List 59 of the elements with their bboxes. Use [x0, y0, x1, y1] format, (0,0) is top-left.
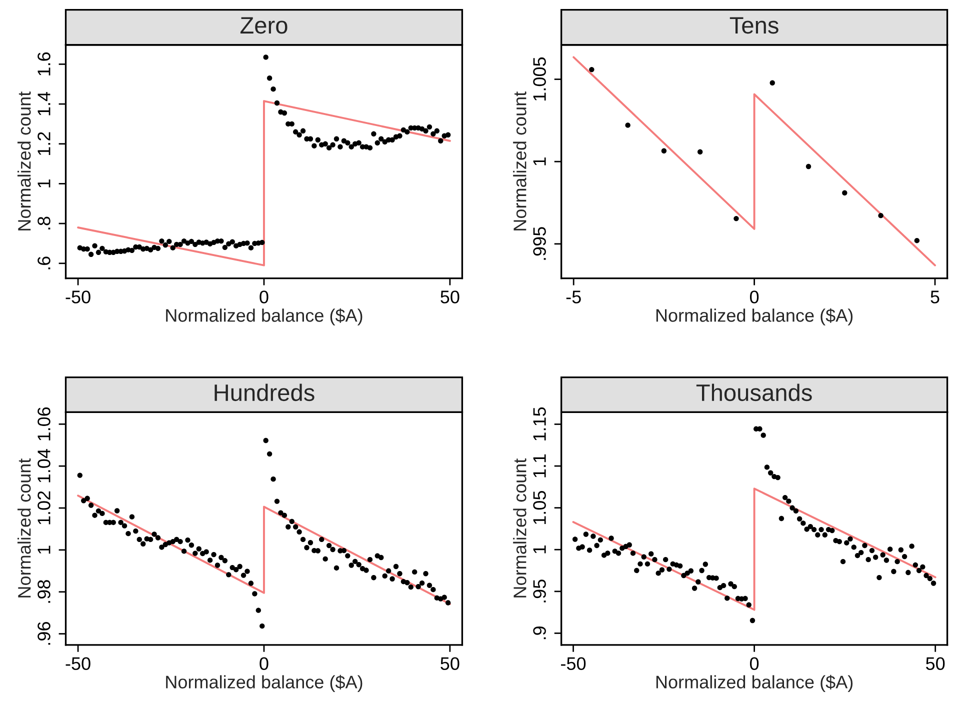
x-axis-title: Normalized balance ($A): [656, 308, 853, 326]
chart-title: Thousands: [696, 384, 812, 402]
line-series: [77, 100, 451, 266]
line-series: [77, 494, 451, 606]
point: [878, 212, 884, 218]
y-tick-label: .6: [38, 256, 50, 270]
y-axis-title: Normalized count: [513, 91, 526, 230]
y-tick-label: 1.4: [38, 92, 50, 116]
chart-title: Tens: [730, 17, 778, 34]
x-tick-label: 0: [260, 657, 268, 670]
y-tick-label: 1: [38, 546, 50, 554]
x-tick-label: 50: [440, 657, 460, 670]
y-tick-label: 1.005: [533, 57, 546, 100]
y-tick-label: .995: [533, 227, 546, 260]
point: [914, 238, 920, 244]
point: [625, 122, 630, 128]
y-tick-label: 1.06: [38, 407, 50, 440]
point: [589, 66, 594, 72]
point: [697, 149, 703, 154]
y-tick-label: 1.1: [533, 454, 546, 478]
point: [842, 190, 848, 196]
y-tick-label: 1.15: [533, 407, 546, 440]
point: [734, 216, 739, 222]
y-tick-label: 1.6: [38, 52, 50, 76]
y-tick-label: 1: [533, 545, 546, 554]
x-tick-label: 0: [260, 290, 268, 304]
line-series: [572, 488, 936, 611]
x-tick-label: 0: [750, 657, 759, 670]
y-axis-title: Normalized count: [513, 458, 526, 598]
y-tick-label: 1.2: [38, 132, 50, 156]
y-tick-label: .9: [533, 626, 546, 640]
point: [806, 164, 812, 170]
line-series: [572, 56, 936, 266]
x-tick-label: 0: [750, 290, 759, 304]
y-axis-title: Normalized count: [18, 458, 31, 598]
x-axis-title: Normalized balance ($A): [656, 674, 853, 692]
y-tick-label: .98: [38, 580, 50, 603]
y-axis-title: Normalized count: [18, 91, 31, 230]
x-tick-label: -5: [566, 290, 581, 304]
x-tick-label: 50: [926, 657, 945, 670]
x-tick-label: 5: [930, 290, 940, 304]
y-tick-label: .96: [38, 622, 50, 645]
y-tick-label: 1.02: [38, 491, 50, 524]
y-tick-label: .95: [533, 580, 546, 602]
y-tick-label: 1: [38, 180, 50, 188]
y-tick-label: 1.04: [38, 449, 50, 482]
point: [661, 148, 667, 154]
x-tick-label: -50: [66, 290, 90, 304]
y-tick-label: 1: [533, 157, 546, 166]
x-tick-label: 50: [440, 290, 460, 304]
x-axis-title: Normalized balance ($A): [166, 308, 362, 326]
chart-title: Hundreds: [214, 384, 314, 402]
y-tick-label: .8: [38, 216, 50, 230]
x-tick-label: -50: [561, 657, 586, 670]
x-tick-label: -50: [66, 657, 90, 670]
point: [770, 80, 775, 86]
y-tick-label: 1.05: [533, 491, 546, 524]
chart-title: Zero: [240, 17, 288, 34]
x-axis-title: Normalized balance ($A): [166, 674, 362, 692]
